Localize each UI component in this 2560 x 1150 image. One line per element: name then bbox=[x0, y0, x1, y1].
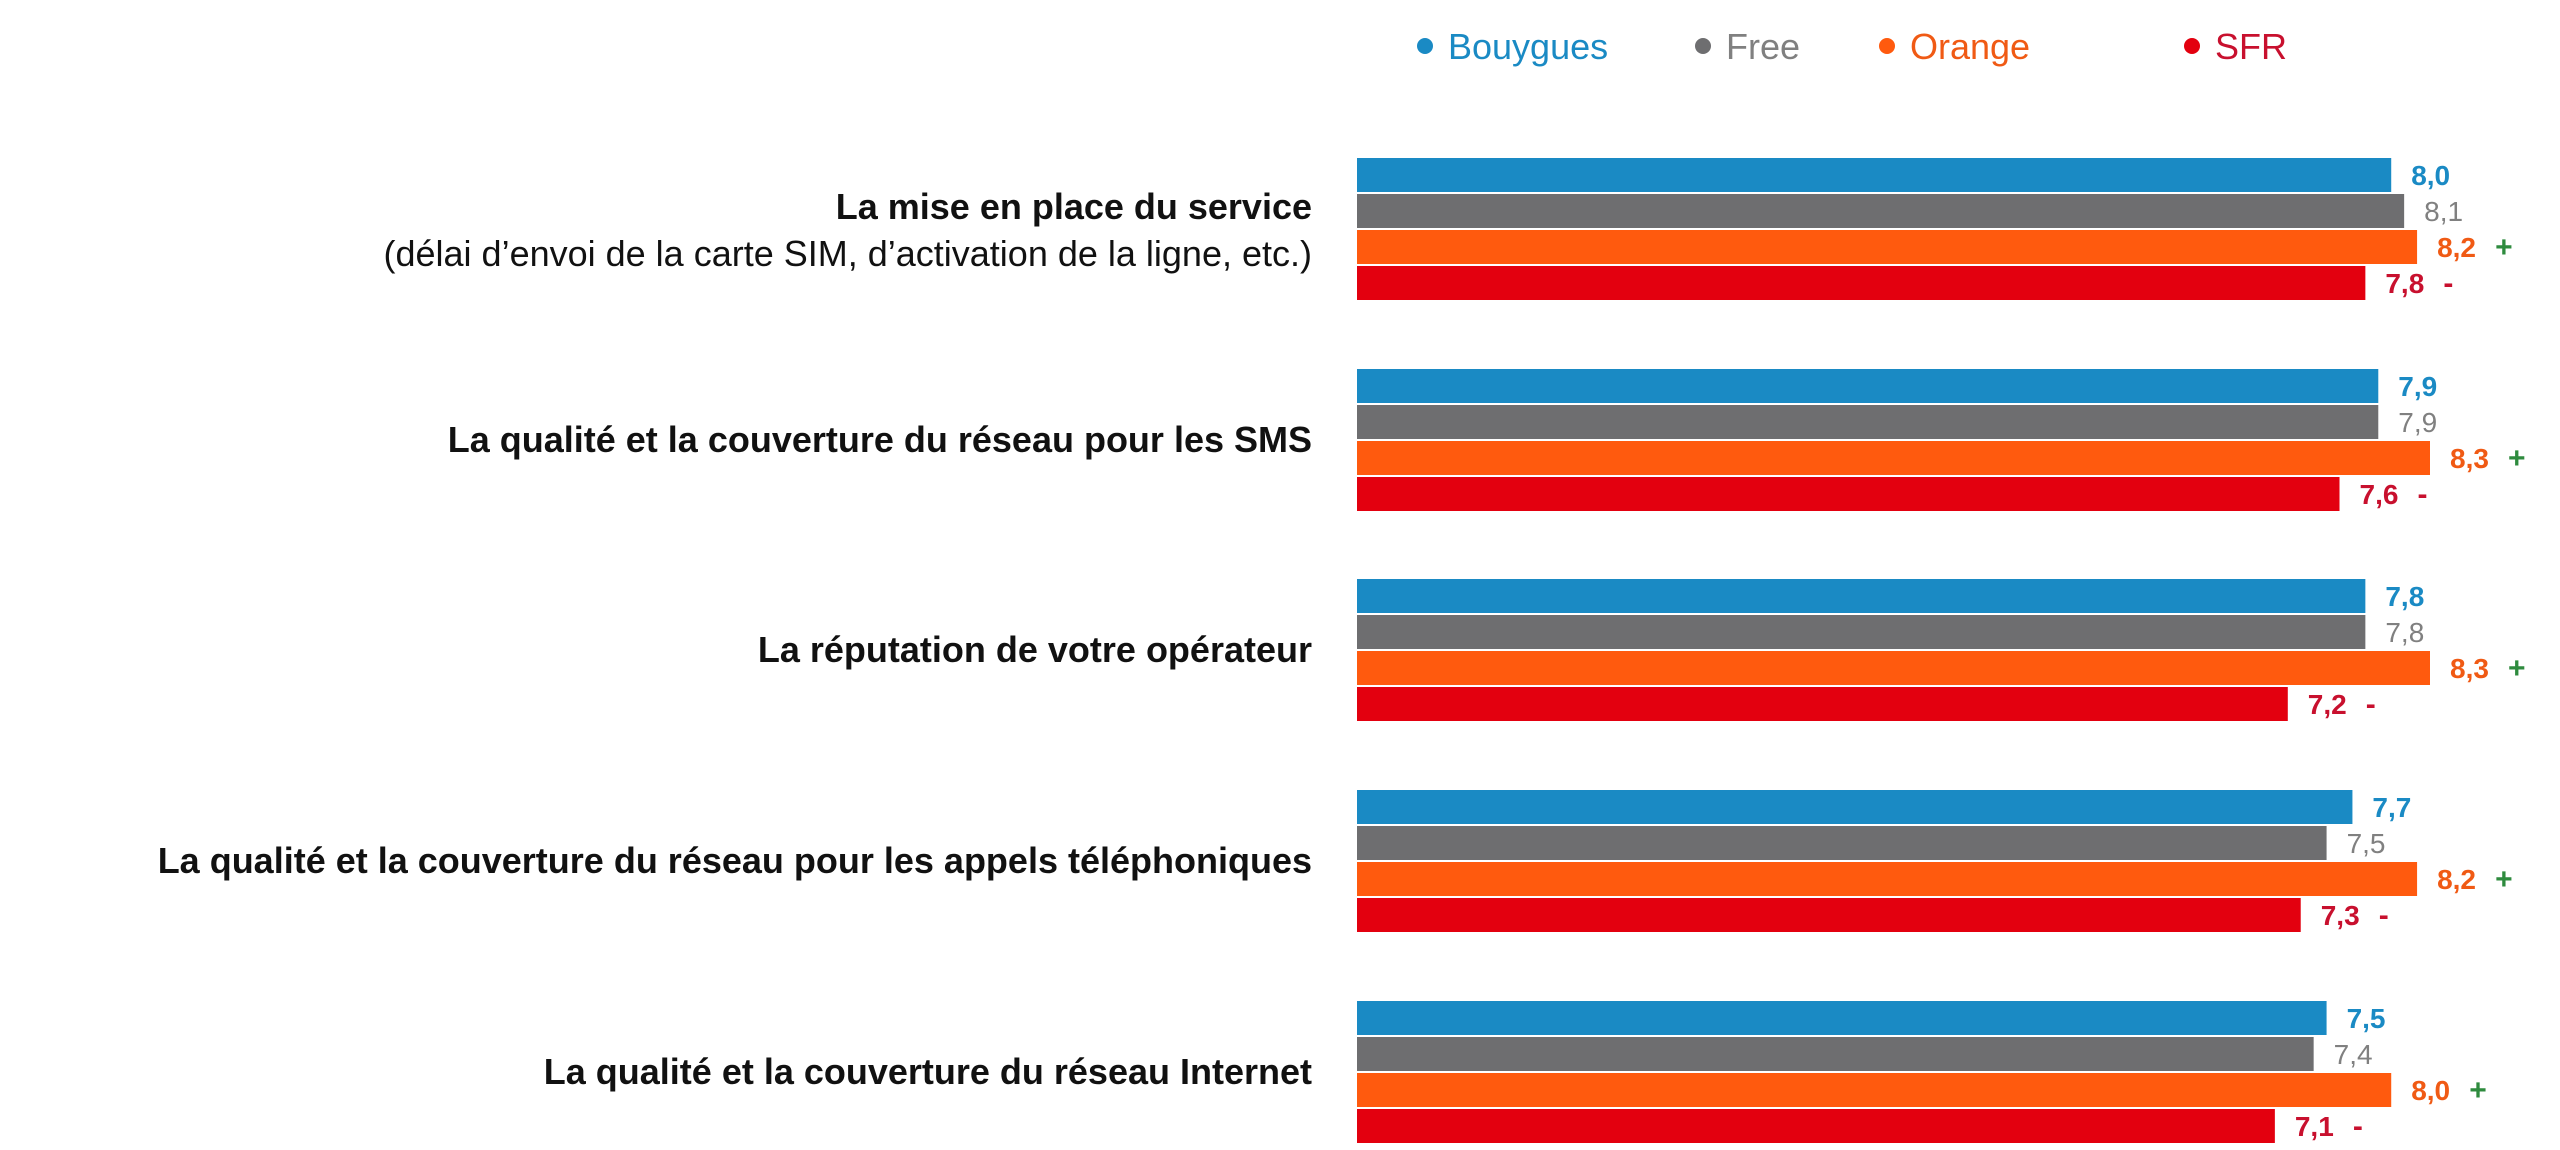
bar-free bbox=[1357, 405, 2379, 439]
value-label-sfr: 7,2 bbox=[2308, 689, 2347, 720]
bar-free bbox=[1357, 1037, 2314, 1071]
bar-orange bbox=[1357, 862, 2418, 896]
bar-bouygues bbox=[1357, 369, 2379, 403]
category-sublabel: (délai d’envoi de la carte SIM, d’activa… bbox=[384, 233, 1313, 274]
significance-plus: + bbox=[2469, 1074, 2487, 1107]
value-label-sfr: 7,3 bbox=[2321, 900, 2360, 931]
bar-bouygues bbox=[1357, 790, 2353, 824]
bar-sfr bbox=[1357, 687, 2288, 721]
significance-plus: + bbox=[2495, 231, 2513, 264]
legend-marker-orange bbox=[1879, 38, 1895, 54]
legend-label-bouygues: Bouygues bbox=[1448, 26, 1608, 67]
significance-plus: + bbox=[2508, 652, 2526, 685]
bar-bouygues bbox=[1357, 579, 2366, 613]
value-label-free: 7,4 bbox=[2334, 1039, 2373, 1070]
value-label-sfr: 7,1 bbox=[2295, 1111, 2334, 1142]
value-label-free: 7,9 bbox=[2398, 407, 2437, 438]
value-label-free: 8,1 bbox=[2424, 196, 2463, 227]
value-label-orange: 8,2 bbox=[2437, 232, 2476, 263]
value-label-orange: 8,3 bbox=[2450, 443, 2489, 474]
legend-marker-free bbox=[1695, 38, 1711, 54]
bar-orange bbox=[1357, 441, 2430, 475]
bar-sfr bbox=[1357, 1109, 2275, 1143]
bar-bouygues bbox=[1357, 158, 2392, 192]
bar-sfr bbox=[1357, 898, 2301, 932]
category-label: La mise en place du service bbox=[836, 186, 1312, 227]
category-label: La qualité et la couverture du réseau po… bbox=[158, 840, 1312, 881]
bar-free bbox=[1357, 615, 2366, 649]
value-label-bouygues: 8,0 bbox=[2411, 160, 2450, 191]
value-label-free: 7,8 bbox=[2385, 617, 2424, 648]
bar-bouygues bbox=[1357, 1001, 2327, 1035]
category-label: La réputation de votre opérateur bbox=[758, 629, 1312, 670]
bar-free bbox=[1357, 194, 2405, 228]
legend-marker-sfr bbox=[2184, 38, 2200, 54]
bar-free bbox=[1357, 826, 2327, 860]
category-label: La qualité et la couverture du réseau po… bbox=[448, 419, 1312, 460]
bar-orange bbox=[1357, 230, 2418, 264]
bar-orange bbox=[1357, 651, 2430, 685]
significance-plus: + bbox=[2508, 442, 2526, 475]
value-label-bouygues: 7,7 bbox=[2372, 792, 2411, 823]
significance-minus: - bbox=[2366, 688, 2376, 721]
value-label-bouygues: 7,9 bbox=[2398, 371, 2437, 402]
bar-sfr bbox=[1357, 477, 2340, 511]
significance-minus: - bbox=[2418, 478, 2428, 511]
legend-label-sfr: SFR bbox=[2215, 26, 2287, 67]
legend-marker-bouygues bbox=[1417, 38, 1433, 54]
bar-orange bbox=[1357, 1073, 2392, 1107]
value-label-sfr: 7,6 bbox=[2360, 479, 2399, 510]
legend-label-orange: Orange bbox=[1910, 26, 2030, 67]
value-label-orange: 8,2 bbox=[2437, 864, 2476, 895]
significance-minus: - bbox=[2379, 899, 2389, 932]
value-label-orange: 8,3 bbox=[2450, 653, 2489, 684]
value-label-orange: 8,0 bbox=[2411, 1075, 2450, 1106]
value-label-sfr: 7,8 bbox=[2385, 268, 2424, 299]
value-label-free: 7,5 bbox=[2347, 828, 2386, 859]
bar-sfr bbox=[1357, 266, 2366, 300]
significance-plus: + bbox=[2495, 863, 2513, 896]
legend-label-free: Free bbox=[1726, 26, 1800, 67]
category-label: La qualité et la couverture du réseau In… bbox=[544, 1051, 1312, 1092]
value-label-bouygues: 7,5 bbox=[2347, 1003, 2386, 1034]
value-label-bouygues: 7,8 bbox=[2385, 581, 2424, 612]
significance-minus: - bbox=[2353, 1110, 2363, 1143]
significance-minus: - bbox=[2443, 267, 2453, 300]
